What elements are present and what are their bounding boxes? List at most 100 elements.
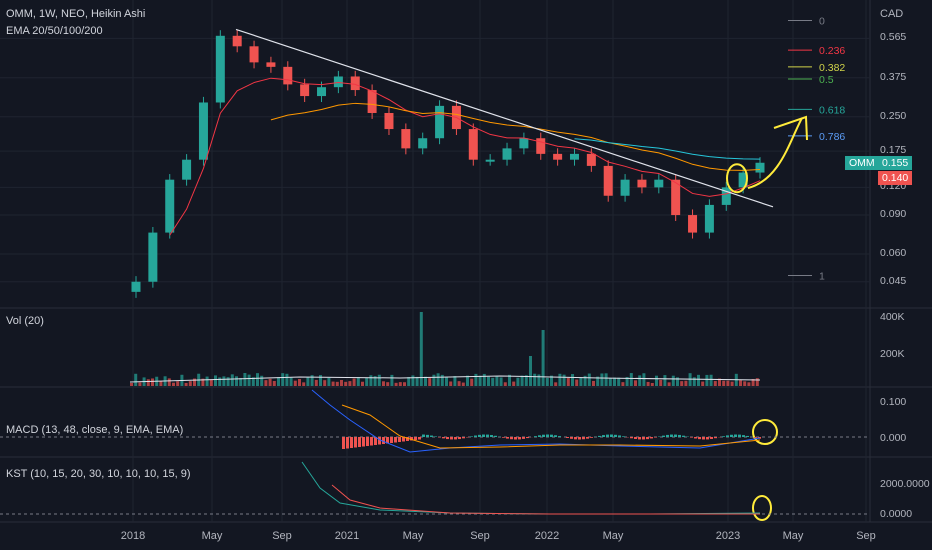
- candle-body: [198, 102, 208, 160]
- volume-bar: [747, 382, 751, 386]
- macd-histogram-bar: [710, 437, 713, 439]
- kst-tick-label: 2000.0000: [880, 478, 930, 490]
- volume-bar: [356, 377, 360, 386]
- volume-bar: [676, 377, 679, 386]
- volume-bar: [449, 381, 453, 386]
- candle-body: [569, 153, 579, 160]
- candle-body: [620, 179, 630, 196]
- macd-histogram-bar: [610, 434, 613, 437]
- time-tick-label: Sep: [272, 530, 292, 542]
- candle-body: [553, 153, 563, 160]
- volume-bar: [608, 377, 612, 386]
- macd-histogram-bar: [622, 436, 625, 437]
- macd-histogram-bar: [506, 437, 509, 439]
- ema-100-line: [574, 138, 761, 160]
- volume-bar: [306, 377, 310, 386]
- macd-histogram-bar: [390, 437, 393, 443]
- macd-histogram-bar: [362, 437, 365, 447]
- volume-bar: [134, 373, 138, 386]
- volume-bar: [138, 382, 142, 386]
- volume-tick-label: 400K: [880, 311, 905, 323]
- macd-histogram-bar: [346, 437, 349, 449]
- volume-bar: [524, 375, 528, 386]
- candle-body: [704, 204, 714, 233]
- volume-bar: [491, 377, 495, 386]
- macd-histogram-bar: [646, 437, 649, 440]
- fib-level-label: 0: [819, 15, 825, 27]
- macd-histogram-bar: [398, 437, 401, 442]
- volume-bar: [365, 377, 369, 386]
- price-tick-label: 0.375: [880, 70, 907, 83]
- macd-histogram-bar: [754, 437, 757, 438]
- macd-histogram-bar: [702, 437, 705, 440]
- volume-bar: [684, 380, 688, 386]
- volume-bar: [470, 378, 474, 386]
- macd-tick-label: 0.100: [880, 396, 907, 408]
- volume-bar: [230, 374, 234, 386]
- price-tick-label: 0.565: [880, 31, 907, 44]
- candle-body: [266, 62, 276, 67]
- volume-bar: [146, 379, 150, 386]
- volume-bar: [386, 382, 390, 386]
- macd-histogram-bar: [478, 434, 481, 437]
- candle-body: [232, 35, 242, 47]
- macd-histogram-bar: [410, 437, 413, 441]
- volume-bar: [722, 380, 726, 386]
- macd-histogram-bar: [714, 437, 717, 439]
- kst-line: [301, 461, 761, 515]
- volume-bar: [335, 381, 339, 386]
- macd-histogram-bar: [442, 437, 445, 439]
- volume-bar: [201, 378, 205, 386]
- volume-pane-title: Vol (20): [6, 315, 44, 327]
- ema-20-line: [169, 77, 761, 236]
- candle-body: [502, 148, 512, 160]
- volume-bar: [205, 376, 209, 386]
- macd-histogram-bar: [682, 435, 685, 437]
- macd-histogram-bar: [666, 434, 669, 437]
- macd-histogram-bar: [510, 437, 513, 440]
- fib-level-label: 0.618: [819, 104, 845, 116]
- macd-histogram-bar: [382, 437, 385, 444]
- volume-bar: [310, 375, 314, 386]
- volume-bar: [680, 381, 684, 386]
- macd-histogram-bar: [458, 437, 461, 440]
- volume-bar: [277, 377, 280, 386]
- candle-body: [333, 76, 343, 88]
- macd-histogram-bar: [586, 437, 589, 439]
- annotation-circle-price: [726, 163, 748, 194]
- macd-histogram-bar: [406, 437, 409, 441]
- volume-bar: [445, 377, 448, 386]
- volume-bar: [298, 378, 301, 386]
- volume-bar: [235, 376, 238, 386]
- kst-signal-line: [331, 484, 760, 515]
- macd-histogram-bar: [434, 436, 437, 437]
- macd-histogram-bar: [482, 434, 485, 437]
- volume-bar: [751, 379, 755, 386]
- macd-histogram-bar: [598, 435, 601, 437]
- volume-bar: [571, 374, 574, 386]
- candle-body: [485, 159, 495, 162]
- candle-body: [603, 165, 613, 196]
- macd-histogram-bar: [546, 434, 549, 437]
- volume-bar: [151, 378, 154, 386]
- candle-body: [317, 87, 327, 97]
- macd-histogram-bar: [662, 435, 665, 437]
- macd-histogram-bar: [514, 437, 517, 440]
- volume-bar: [512, 381, 516, 386]
- macd-histogram-bar: [474, 435, 477, 437]
- time-tick-label: Sep: [470, 530, 490, 542]
- price-tick-label: 0.175: [880, 144, 907, 157]
- volume-bar: [638, 375, 642, 386]
- candle-body: [721, 187, 731, 205]
- ema-price-badge: 0.140: [878, 171, 913, 185]
- volume-bar: [713, 381, 717, 386]
- fib-level-label: 0.382: [819, 62, 845, 74]
- volume-bar: [634, 380, 637, 386]
- volume-bar: [587, 373, 591, 386]
- time-tick-label: May: [602, 530, 624, 542]
- annotation-circle-kst: [752, 495, 772, 521]
- volume-bar: [457, 381, 461, 386]
- macd-histogram-bar: [654, 437, 657, 438]
- macd-histogram-bar: [694, 437, 697, 439]
